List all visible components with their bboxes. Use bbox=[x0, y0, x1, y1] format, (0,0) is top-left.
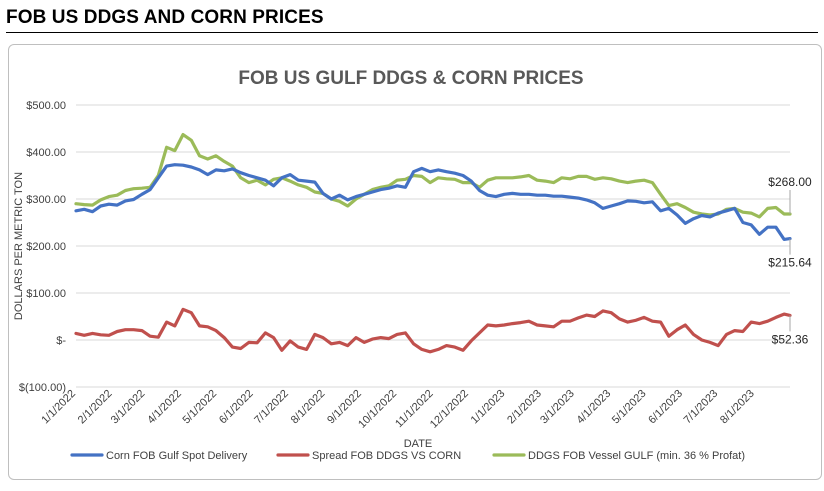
x-tick-label: 3/1/2023 bbox=[538, 388, 577, 427]
x-tick-label: 6/1/2023 bbox=[646, 388, 685, 427]
x-tick-label: 5/1/2023 bbox=[610, 388, 649, 427]
y-tick-label: $200.00 bbox=[26, 241, 66, 253]
x-tick-label: 12/1/2022 bbox=[428, 388, 471, 431]
x-tick-label: 4/1/2023 bbox=[575, 388, 614, 427]
y-tick-label: $300.00 bbox=[26, 194, 66, 206]
end-labels: $215.64 $52.36 $268.00 bbox=[768, 175, 812, 346]
y-axis-label: DOLLARS PER METRIC TON bbox=[13, 172, 25, 320]
series-layer bbox=[74, 133, 792, 354]
y-tick-label: $500.00 bbox=[26, 100, 66, 112]
x-tick-label: 4/1/2022 bbox=[145, 388, 184, 427]
end-label-2: $268.00 bbox=[768, 175, 812, 189]
end-label-1: $52.36 bbox=[772, 332, 809, 346]
end-label-0: $215.64 bbox=[768, 256, 812, 270]
y-tick-label: $100.00 bbox=[26, 288, 66, 300]
x-tick-label: 3/1/2022 bbox=[109, 388, 148, 427]
series-line-1 bbox=[74, 307, 792, 354]
x-axis-label: DATE bbox=[404, 438, 433, 450]
page-title: FOB US DDGS AND CORN PRICES bbox=[6, 7, 324, 28]
chart-frame bbox=[8, 44, 822, 480]
y-tick-label: $400.00 bbox=[26, 147, 66, 159]
chart-title: FOB US GULF DDGS & CORN PRICES bbox=[238, 68, 583, 89]
series-line-0 bbox=[74, 163, 792, 241]
legend-label-2: DDGS FOB Vessel GULF (min. 36 % Profat) bbox=[528, 450, 745, 462]
x-tick-label: 7/1/2023 bbox=[682, 388, 721, 427]
x-tick-label: 6/1/2022 bbox=[217, 388, 256, 427]
page-header: FOB US DDGS AND CORN PRICES bbox=[6, 6, 818, 33]
y-tick-label: $(100.00) bbox=[19, 382, 66, 394]
x-tick-label: 5/1/2022 bbox=[181, 388, 220, 427]
y-tick-labels: $(100.00) $- $100.00 $200.00 $300.00 $400.00 $… bbox=[19, 100, 66, 394]
legend-label-1: Spread FOB DDGS VS CORN bbox=[312, 450, 461, 462]
x-tick-label: 1/1/2023 bbox=[469, 388, 508, 427]
legend-label-0: Corn FOB Gulf Spot Delivery bbox=[106, 450, 248, 462]
x-tick-label: 8/1/2022 bbox=[289, 388, 328, 427]
x-tick-labels: 1/1/20222/1/20223/1/20224/1/20225/1/2022… bbox=[39, 388, 756, 431]
x-tick-label: 2/1/2023 bbox=[505, 388, 544, 427]
x-tick-label: 10/1/2022 bbox=[356, 388, 399, 431]
grid-layer bbox=[76, 104, 790, 388]
y-tick-label: $- bbox=[56, 335, 66, 347]
legend: Corn FOB Gulf Spot Delivery Spread FOB DD… bbox=[70, 450, 745, 462]
x-tick-label: 2/1/2022 bbox=[76, 388, 115, 427]
series-line-2 bbox=[74, 133, 792, 219]
x-tick-label: 7/1/2022 bbox=[252, 388, 291, 427]
x-tick-label: 8/1/2023 bbox=[718, 388, 757, 427]
